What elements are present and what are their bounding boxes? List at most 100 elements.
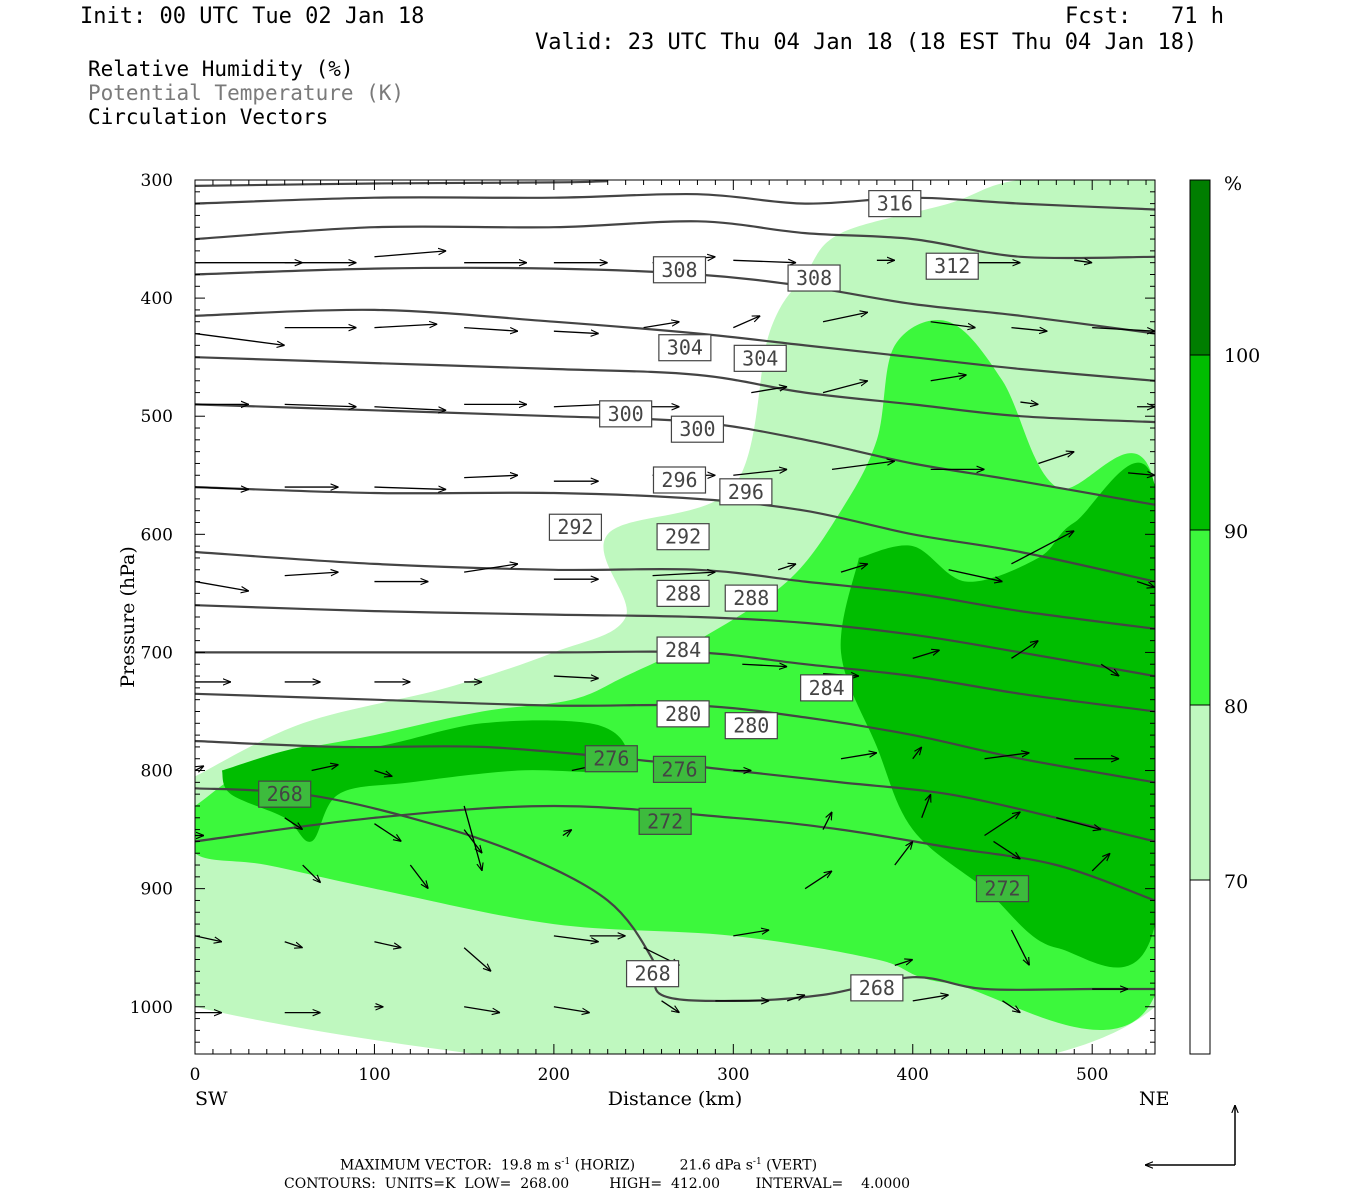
circulation-vector: [822, 312, 868, 323]
circulation-vector: [912, 650, 940, 659]
circulation-vector: [553, 935, 599, 942]
theta-label-text: 268: [859, 976, 895, 1000]
colorbar-frame: [1189, 179, 1211, 1055]
theta-contour-292: [195, 550, 1155, 630]
theta-label-box: [584, 745, 638, 773]
circulation-vector: [948, 569, 1003, 582]
circulation-vector: [822, 381, 868, 394]
theta-label-316: 316: [868, 190, 922, 218]
theta-contour-300: [195, 403, 1155, 506]
theta-label-box: [719, 478, 773, 506]
circulation-vector: [742, 664, 787, 666]
theta-label-300: 300: [670, 415, 725, 443]
colorbar-band: [1190, 880, 1210, 1054]
x-tick-label: 200: [538, 1065, 570, 1085]
circulation-vector: [1011, 641, 1038, 659]
theta-label-text: 284: [665, 638, 701, 662]
circulation-vector: [912, 995, 949, 1002]
colorbar-label-70: 70: [1224, 871, 1248, 893]
theta-label-292: 292: [656, 523, 710, 551]
theta-label-box: [548, 513, 603, 541]
circulation-vector: [1091, 853, 1110, 872]
y-tick-label: 900: [141, 880, 173, 900]
circulation-vector: [643, 322, 680, 329]
circulation-vector: [284, 941, 303, 948]
theta-label-280: 280: [656, 700, 710, 728]
theta-contour-268: [195, 787, 1155, 1003]
y-tick-label: 800: [141, 762, 173, 782]
theta-label-box: [724, 712, 778, 740]
circulation-vector: [284, 572, 339, 576]
circulation-vector: [912, 747, 922, 760]
theta-label-text: 284: [809, 676, 845, 700]
theta-label-text: 276: [661, 757, 697, 781]
theta-label-box: [652, 256, 707, 284]
circulation-vector: [652, 572, 716, 577]
y-tick-label: 300: [141, 171, 173, 191]
theta-label-text: 296: [661, 468, 697, 492]
circulation-vector: [921, 794, 931, 819]
circulation-vector: [553, 676, 599, 678]
theta-label-text: 304: [742, 346, 778, 370]
circulation-vector: [195, 766, 204, 771]
theta-label-box: [868, 190, 922, 218]
theta-contour-280: [195, 692, 1155, 784]
circulation-vector: [786, 995, 805, 1002]
theta-contour-316: [195, 220, 1155, 260]
circulation-vector: [464, 1006, 500, 1013]
theta-label-288: 288: [724, 584, 778, 612]
circulation-vector: [1092, 326, 1155, 332]
circulation-vector: [984, 812, 1021, 837]
circulation-vector: [840, 753, 877, 760]
circulation-vector: [463, 805, 482, 871]
circulation-vector: [195, 580, 249, 591]
circulation-vector: [1038, 452, 1074, 465]
circulation-vector: [1011, 328, 1047, 332]
theta-label-text: 288: [665, 581, 701, 605]
colorbar-band: [1190, 355, 1210, 530]
theta-contour-layer: [195, 180, 1155, 1003]
colorbar-label-90: 90: [1224, 521, 1248, 543]
theta-label-text: 292: [665, 525, 701, 549]
y-tick-label: 400: [141, 289, 173, 309]
theta-label-text: 268: [267, 782, 303, 806]
field-theta: Potential Temperature (K): [88, 81, 405, 105]
circulation-vector: [840, 564, 868, 573]
theta-label-box: [658, 334, 712, 362]
circulation-vector: [1020, 402, 1038, 404]
circulation-vector: [661, 1000, 680, 1013]
colorbar-band: [1190, 705, 1210, 880]
theta-label-284: 284: [800, 674, 854, 702]
theta-label-text: 304: [667, 336, 703, 360]
circulation-vector: [553, 1006, 590, 1013]
axis-layer: 0 100 200 300 400 500 300 400 500 600 700 800 900 100…: [130, 171, 1155, 1085]
circulation-vector: [374, 487, 446, 489]
x-tick-label: 0: [190, 1065, 201, 1085]
circulation-vector: [195, 487, 249, 489]
theta-label-text: 300: [608, 402, 644, 426]
contour-label-layer: 316 308 308 312 304 304 300 300 296 296 292 292 288 2…: [258, 190, 1030, 1002]
y-tick-label: 1000: [130, 998, 173, 1018]
x-tick-label: 500: [1076, 1065, 1108, 1085]
sw-label: SW: [195, 1088, 228, 1110]
theta-label-box: [625, 960, 680, 988]
circulation-vector: [1074, 260, 1092, 262]
circulation-vector: [894, 841, 913, 866]
theta-label-box: [656, 636, 710, 664]
footer-contours: CONTOURS: UNITS=K LOW= 268.00 HIGH= 412.…: [284, 1176, 911, 1192]
circulation-vector: [894, 960, 913, 967]
theta-contour-276: [195, 739, 1155, 843]
theta-label-text: 272: [647, 809, 683, 833]
circulation-vector: [1011, 531, 1074, 565]
theta-label-296: 296: [652, 466, 707, 494]
theta-label-box: [787, 264, 841, 292]
theta-label-box: [638, 807, 692, 835]
circulation-vector: [822, 812, 832, 830]
theta-label-text: 276: [593, 747, 629, 771]
theta-label-308: 308: [787, 264, 841, 292]
theta-label-text: 308: [796, 266, 832, 290]
x-axis-label: Distance (km): [608, 1088, 743, 1110]
theta-contour-320: [195, 192, 1155, 211]
forecast-hour: Fcst: 71 h: [1065, 4, 1224, 29]
theta-label-text: 288: [733, 586, 769, 610]
